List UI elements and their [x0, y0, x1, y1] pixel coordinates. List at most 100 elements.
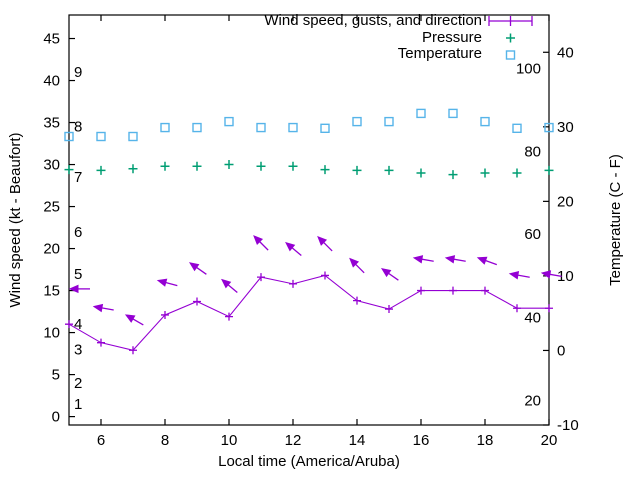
wind-speed-point [193, 297, 201, 306]
wind-direction-arrow-head [92, 303, 104, 313]
x-tick-label: 12 [285, 432, 302, 449]
pressure-point [224, 160, 234, 170]
wind-speed-point [161, 310, 169, 319]
pressure-point [160, 161, 170, 171]
pressure-point [128, 164, 138, 174]
fahrenheit-scale-label: 80 [524, 143, 541, 160]
left-tick-label: 35 [43, 115, 60, 132]
left-tick-label: 30 [43, 157, 60, 174]
left-tick-label: 25 [43, 199, 60, 216]
right-axis-title: Temperature (C - F) [607, 154, 624, 286]
wind-direction-arrow-head [156, 278, 168, 287]
pressure-point [384, 165, 394, 175]
legend-label-pressure: Pressure [421, 29, 482, 46]
x-tick-label: 6 [97, 432, 105, 449]
wind-speed-point [257, 273, 265, 282]
x-axis-title: Local time (America/Aruba) [218, 453, 400, 470]
wind-direction-arrow-head [285, 241, 296, 252]
wind-speed-point [97, 338, 105, 347]
beaufort-scale-label: 9 [74, 64, 82, 81]
wind-direction-arrow-head [349, 257, 360, 268]
left-tick-label: 0 [52, 409, 60, 426]
pressure-point [544, 165, 554, 175]
wind-direction-arrow-head [380, 268, 392, 278]
left-tick-label: 5 [52, 367, 60, 384]
legend-label-temperature: Temperature [397, 45, 482, 62]
temperature-point [160, 122, 170, 133]
x-tick-label: 20 [541, 432, 558, 449]
wind-direction-arrow-head [444, 255, 456, 264]
wind-direction-arrow-head [540, 270, 552, 279]
right-tick-label: 0 [557, 342, 565, 359]
fahrenheit-scale-label: 60 [524, 226, 541, 243]
right-tick-label: 20 [557, 193, 574, 210]
beaufort-scale-label: 3 [74, 341, 82, 358]
pressure-point [256, 161, 266, 171]
wind-direction-arrow-head [508, 271, 520, 280]
temperature-point [288, 122, 298, 133]
wind-speed-point [385, 305, 393, 314]
beaufort-scale-label: 7 [74, 169, 82, 186]
pressure-point [288, 161, 298, 171]
temperature-point [384, 116, 394, 127]
temperature-point [64, 131, 74, 142]
legend-label-wind: Wind speed, gusts, and direction [264, 12, 482, 29]
beaufort-scale-label: 2 [74, 375, 82, 392]
temperature-point [544, 122, 554, 133]
wind-speed-point [513, 304, 521, 313]
left-axis-title: Wind speed (kt - Beaufort) [7, 132, 24, 308]
wind-direction-arrow-head [253, 235, 264, 245]
wind-direction-arrow-head [124, 314, 136, 323]
wind-speed-point [417, 286, 425, 295]
x-tick-label: 18 [477, 432, 494, 449]
wind-speed-point [545, 304, 553, 313]
wind-speed-point [65, 320, 73, 329]
wind-speed-point [129, 346, 137, 355]
legend-sample-temperature [505, 50, 516, 60]
wind-speed-point [449, 286, 457, 295]
wind-direction-arrow-head [221, 278, 232, 289]
wind-direction-arrow-head [317, 235, 328, 246]
pressure-point [64, 165, 74, 175]
wind-speed-point [225, 312, 233, 321]
pressure-point [480, 168, 490, 178]
temperature-point [96, 131, 106, 142]
pressure-point [96, 165, 106, 175]
temperature-point [512, 123, 522, 134]
pressure-point [448, 170, 458, 180]
temperature-point [224, 116, 234, 127]
right-tick-label: -10 [557, 417, 579, 434]
left-tick-label: 20 [43, 241, 60, 258]
wind-speed-point [321, 271, 329, 280]
beaufort-scale-label: 5 [74, 266, 82, 283]
right-tick-label: 40 [557, 44, 574, 61]
pressure-point [320, 165, 330, 175]
pressure-point [192, 161, 202, 171]
left-tick-label: 15 [43, 283, 60, 300]
legend-sample-pressure [506, 33, 515, 43]
temperature-point [480, 116, 490, 127]
left-tick-label: 10 [43, 325, 60, 342]
x-tick-label: 8 [161, 432, 169, 449]
temperature-point [416, 108, 426, 119]
fahrenheit-scale-label: 20 [524, 392, 541, 409]
x-tick-label: 14 [349, 432, 366, 449]
beaufort-scale-label: 6 [74, 224, 82, 241]
pressure-point [352, 165, 362, 175]
temperature-point [352, 116, 362, 127]
wind-direction-arrow-head [188, 262, 200, 272]
temperature-point [320, 123, 330, 134]
right-tick-label: 30 [557, 119, 574, 136]
pressure-point [512, 168, 522, 178]
left-tick-label: 45 [43, 31, 60, 48]
temperature-point [448, 108, 458, 119]
wind-speed-line [68, 274, 549, 351]
x-tick-label: 16 [413, 432, 430, 449]
temperature-point [128, 131, 138, 142]
beaufort-scale-label: 4 [74, 316, 82, 333]
wind-speed-point [289, 279, 297, 288]
pressure-point [416, 168, 426, 178]
wind-direction-arrow-head [476, 256, 488, 265]
